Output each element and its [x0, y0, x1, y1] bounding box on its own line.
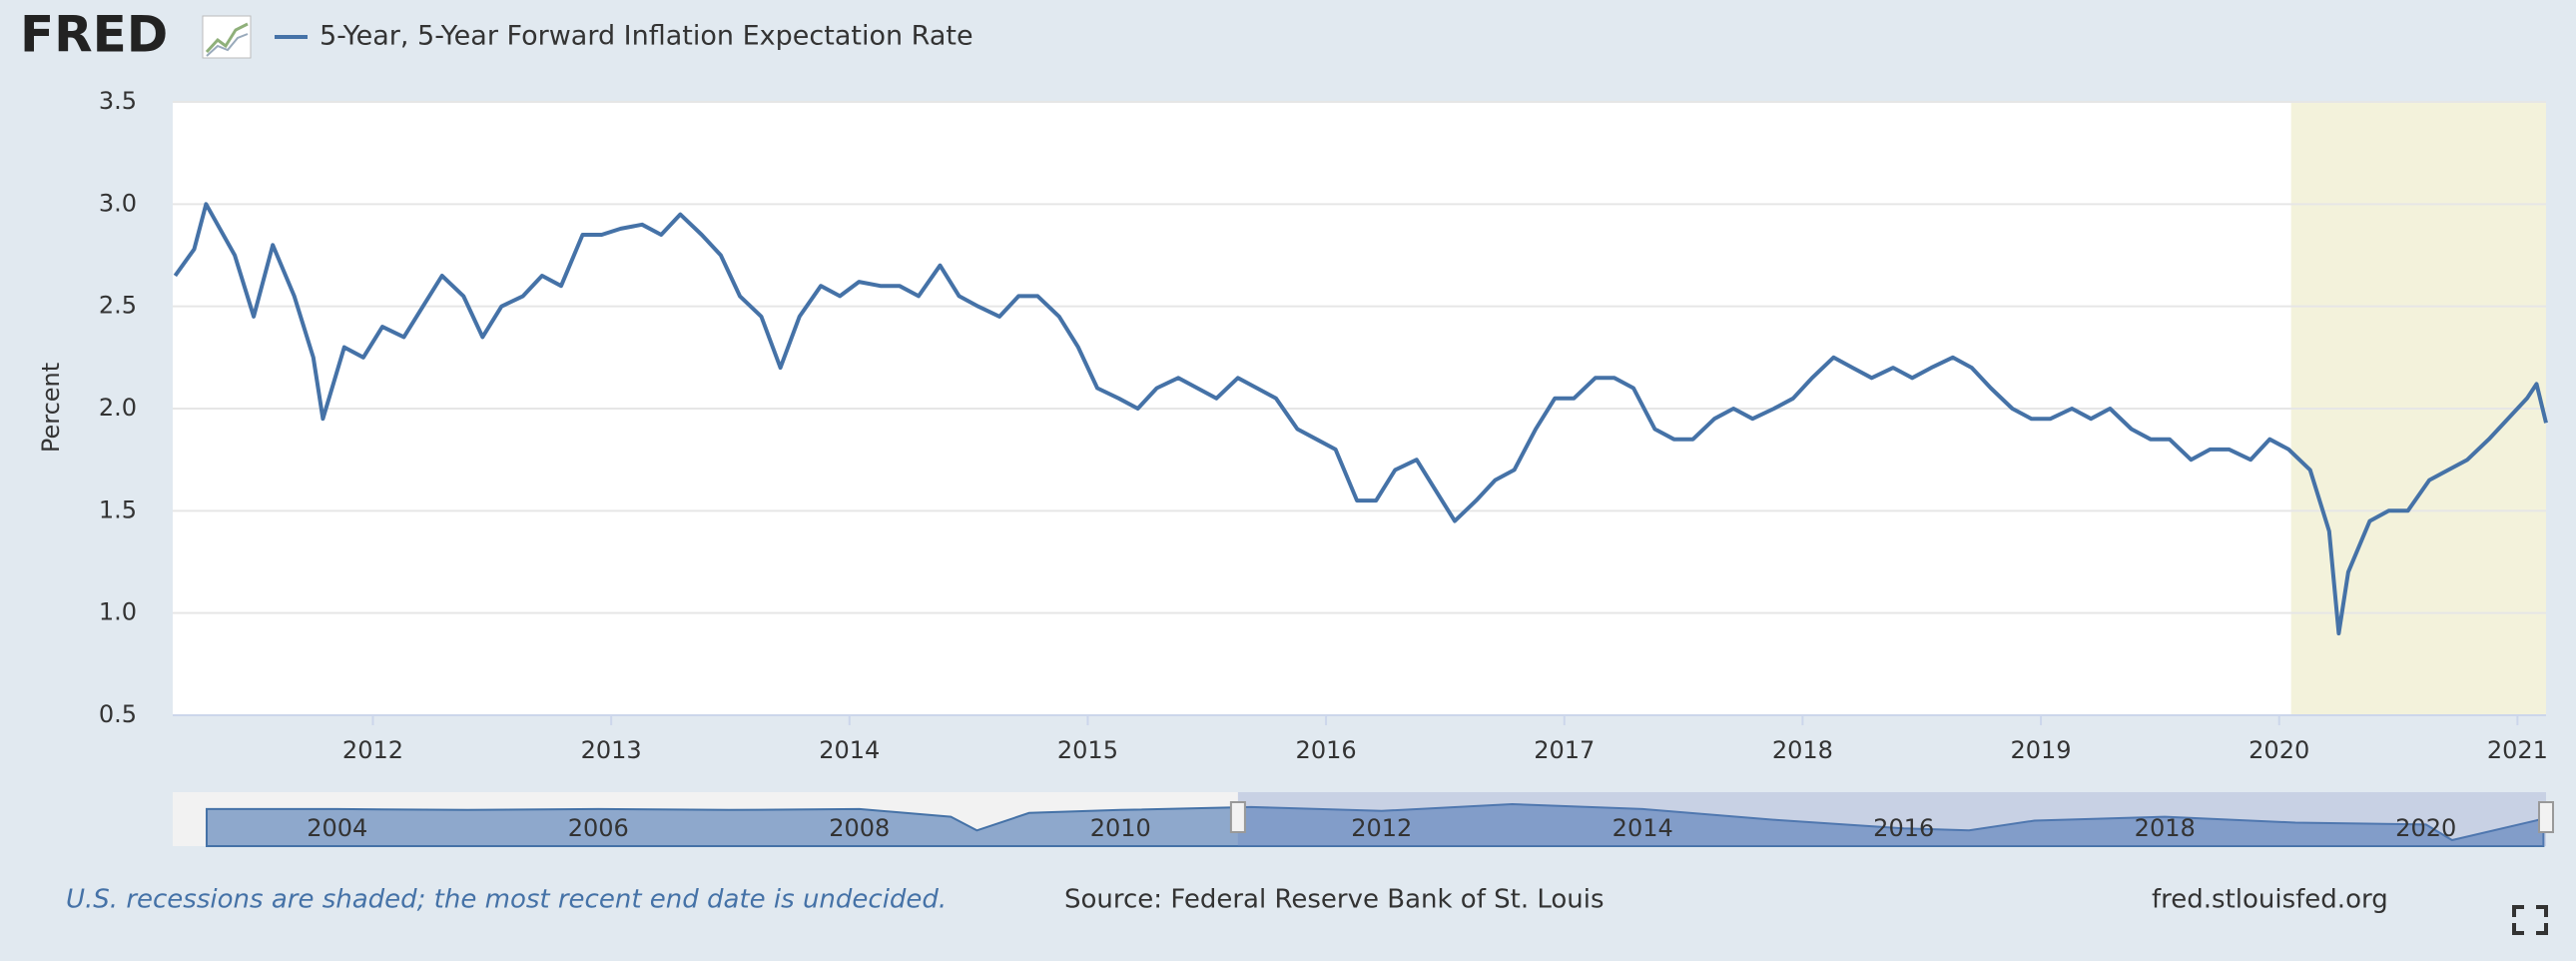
navigator-tick-label: 2010: [1090, 814, 1151, 842]
navigator-tick-label: 2004: [307, 814, 367, 842]
x-tick-label: 2013: [581, 736, 642, 764]
navigator-tick-label: 2020: [2395, 814, 2456, 842]
logo-icon: [202, 15, 252, 59]
navigator-selection: [1237, 792, 2546, 846]
x-tick-label: 2016: [1296, 736, 1357, 764]
url[interactable]: fred.stlouisfed.org: [2152, 885, 2388, 915]
recession-note: U.S. recessions are shaded; the most rec…: [66, 885, 947, 915]
x-tick-label: 2012: [342, 736, 403, 764]
y-axis-label: Percent: [37, 363, 65, 453]
x-tick-label: 2017: [1534, 736, 1595, 764]
y-tick-label: 3.0: [99, 189, 137, 217]
x-tick-label: 2015: [1057, 736, 1118, 764]
navigator-tick-label: 2012: [1351, 814, 1412, 842]
x-tick-label: 2019: [2011, 736, 2072, 764]
navigator-tick-label: 2006: [568, 814, 629, 842]
navigator-tick-label: 2008: [829, 814, 890, 842]
x-tick-label: 2014: [819, 736, 880, 764]
navigator-tick-label: 2014: [1612, 814, 1673, 842]
navigator-tick-label: 2016: [1873, 814, 1934, 842]
y-tick-label: 1.5: [99, 495, 137, 523]
y-tick-label: 1.0: [99, 598, 137, 626]
y-tick-label: 2.5: [99, 292, 137, 320]
series-line: [173, 202, 2548, 636]
y-tick-label: 2.0: [99, 394, 137, 422]
navigator-area: [205, 802, 2545, 847]
y-tick-label: 3.5: [99, 87, 137, 115]
y-tick-label: 0.5: [99, 700, 137, 728]
navigator-handle[interactable]: [1229, 801, 1246, 833]
x-tick-label: 2021: [2487, 736, 2548, 764]
fullscreen-icon[interactable]: [2512, 905, 2548, 935]
navigator-tick-label: 2018: [2135, 814, 2196, 842]
source: Source: Federal Reserve Bank of St. Loui…: [1064, 885, 1605, 915]
legend-label[interactable]: 5-Year, 5-Year Forward Inflation Expecta…: [320, 21, 973, 52]
logo[interactable]: FRED: [20, 6, 168, 64]
navigator-handle[interactable]: [2538, 801, 2554, 833]
x-tick-label: 2020: [2249, 736, 2309, 764]
x-tick-label: 2018: [1772, 736, 1833, 764]
